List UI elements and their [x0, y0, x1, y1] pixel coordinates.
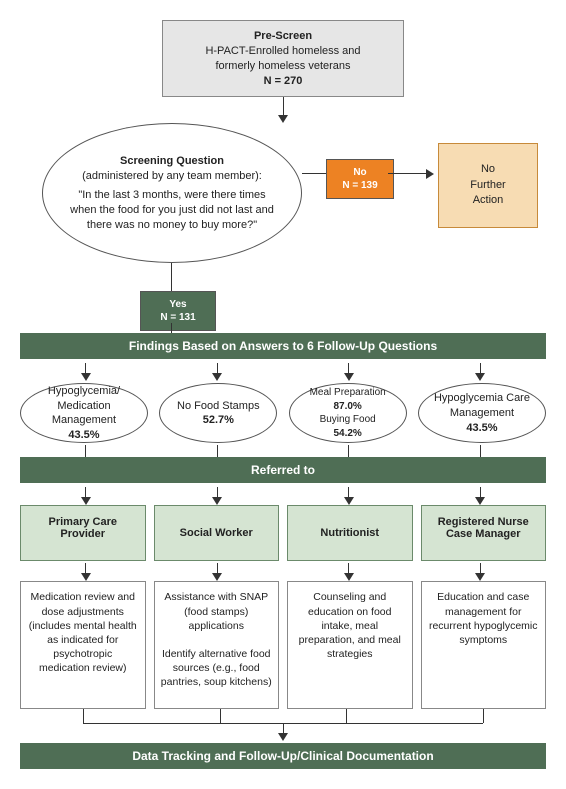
finding-meal-prep: Meal Preparation 87.0% Buying Food 54.2%: [289, 383, 407, 443]
arrow-icon: [278, 115, 288, 123]
screening-q3: there was no money to buy more?": [49, 218, 295, 233]
yes-badge: Yes N = 131: [140, 291, 216, 331]
prov-c-t1: Nutritionist: [320, 527, 379, 539]
finding-a-l1: Hypoglycemia/: [27, 384, 141, 399]
finding-b-l1: No Food Stamps: [166, 399, 270, 414]
finding-c-p2: 54.2%: [333, 428, 361, 439]
arrow-icon: [212, 573, 222, 581]
desc-pcp: Medication review and dose adjustments (…: [20, 581, 146, 709]
arrow-icon: [344, 573, 354, 581]
prov-b-t1: Social Worker: [180, 527, 253, 539]
finding-d-l1: Hypoglycemia Care: [425, 391, 539, 406]
prov-a-t2: Provider: [25, 528, 141, 540]
prov-d-t1: Registered Nurse: [426, 516, 542, 528]
arrow-icon: [475, 497, 485, 505]
desc-rn: Education and case management for recurr…: [421, 581, 547, 709]
prescreen-n: N = 270: [264, 75, 303, 87]
provider-nutrition: Nutritionist: [287, 505, 413, 561]
no-badge: No N = 139: [326, 159, 394, 199]
yes-n: N = 131: [149, 311, 207, 324]
yes-label: Yes: [149, 298, 207, 311]
no-label: No: [335, 166, 385, 179]
prescreen-l1: H-PACT-Enrolled homeless and: [173, 44, 393, 59]
arrow-icon: [81, 573, 91, 581]
arrow-icon: [278, 733, 288, 741]
no-action-l2: Further: [449, 178, 527, 193]
finding-hypo-care: Hypoglycemia Care Management 43.5%: [418, 383, 546, 443]
provider-rn: Registered Nurse Case Manager: [421, 505, 547, 561]
screening-sub: (administered by any team member):: [49, 169, 295, 184]
arrow-icon: [81, 497, 91, 505]
finding-d-l2: Management: [425, 406, 539, 421]
arrow-icon: [344, 497, 354, 505]
prov-a-t1: Primary Care: [25, 516, 141, 528]
prescreen-box: Pre-Screen H-PACT-Enrolled homeless and …: [162, 20, 404, 97]
finding-b-pct: 52.7%: [203, 414, 234, 426]
arrow-icon: [212, 497, 222, 505]
desc-social: Assistance with SNAP (food stamps) appli…: [154, 581, 280, 709]
no-n: N = 139: [335, 179, 385, 192]
no-action-l3: Action: [449, 193, 527, 208]
finding-a-pct: 43.5%: [68, 429, 99, 441]
provider-social: Social Worker: [154, 505, 280, 561]
prov-d-t2: Case Manager: [426, 528, 542, 540]
finding-food-stamps: No Food Stamps 52.7%: [159, 383, 277, 443]
screening-q1: "In the last 3 months, were there times: [49, 188, 295, 203]
no-action-box: No Further Action: [438, 143, 538, 227]
arrow-icon: [475, 573, 485, 581]
final-band: Data Tracking and Follow-Up/Clinical Doc…: [20, 743, 546, 769]
finding-c-p1: 87.0%: [333, 401, 361, 412]
arrow-icon: [344, 373, 354, 381]
screening-title: Screening Question: [120, 155, 224, 167]
findings-band: Findings Based on Answers to 6 Follow-Up…: [20, 333, 546, 359]
arrow-icon: [475, 373, 485, 381]
desc-nutrition: Counseling and education on food intake,…: [287, 581, 413, 709]
finding-c-l1: Meal Preparation: [296, 386, 400, 400]
arrow-icon: [81, 373, 91, 381]
screening-q2: when the food for you just did not last …: [49, 203, 295, 218]
prescreen-title: Pre-Screen: [254, 30, 312, 42]
finding-a-l2: Medication Management: [27, 399, 141, 429]
finding-c-l2: Buying Food: [296, 413, 400, 427]
finding-d-pct: 43.5%: [466, 422, 497, 434]
arrow-icon: [212, 373, 222, 381]
arrow-icon: [426, 169, 434, 179]
screening-ellipse: Screening Question (administered by any …: [42, 123, 302, 263]
prescreen-l2: formerly homeless veterans: [173, 59, 393, 74]
referred-band: Referred to: [20, 457, 546, 483]
no-action-l1: No: [449, 162, 527, 177]
finding-hypo-med: Hypoglycemia/ Medication Management 43.5…: [20, 383, 148, 443]
provider-pcp: Primary Care Provider: [20, 505, 146, 561]
